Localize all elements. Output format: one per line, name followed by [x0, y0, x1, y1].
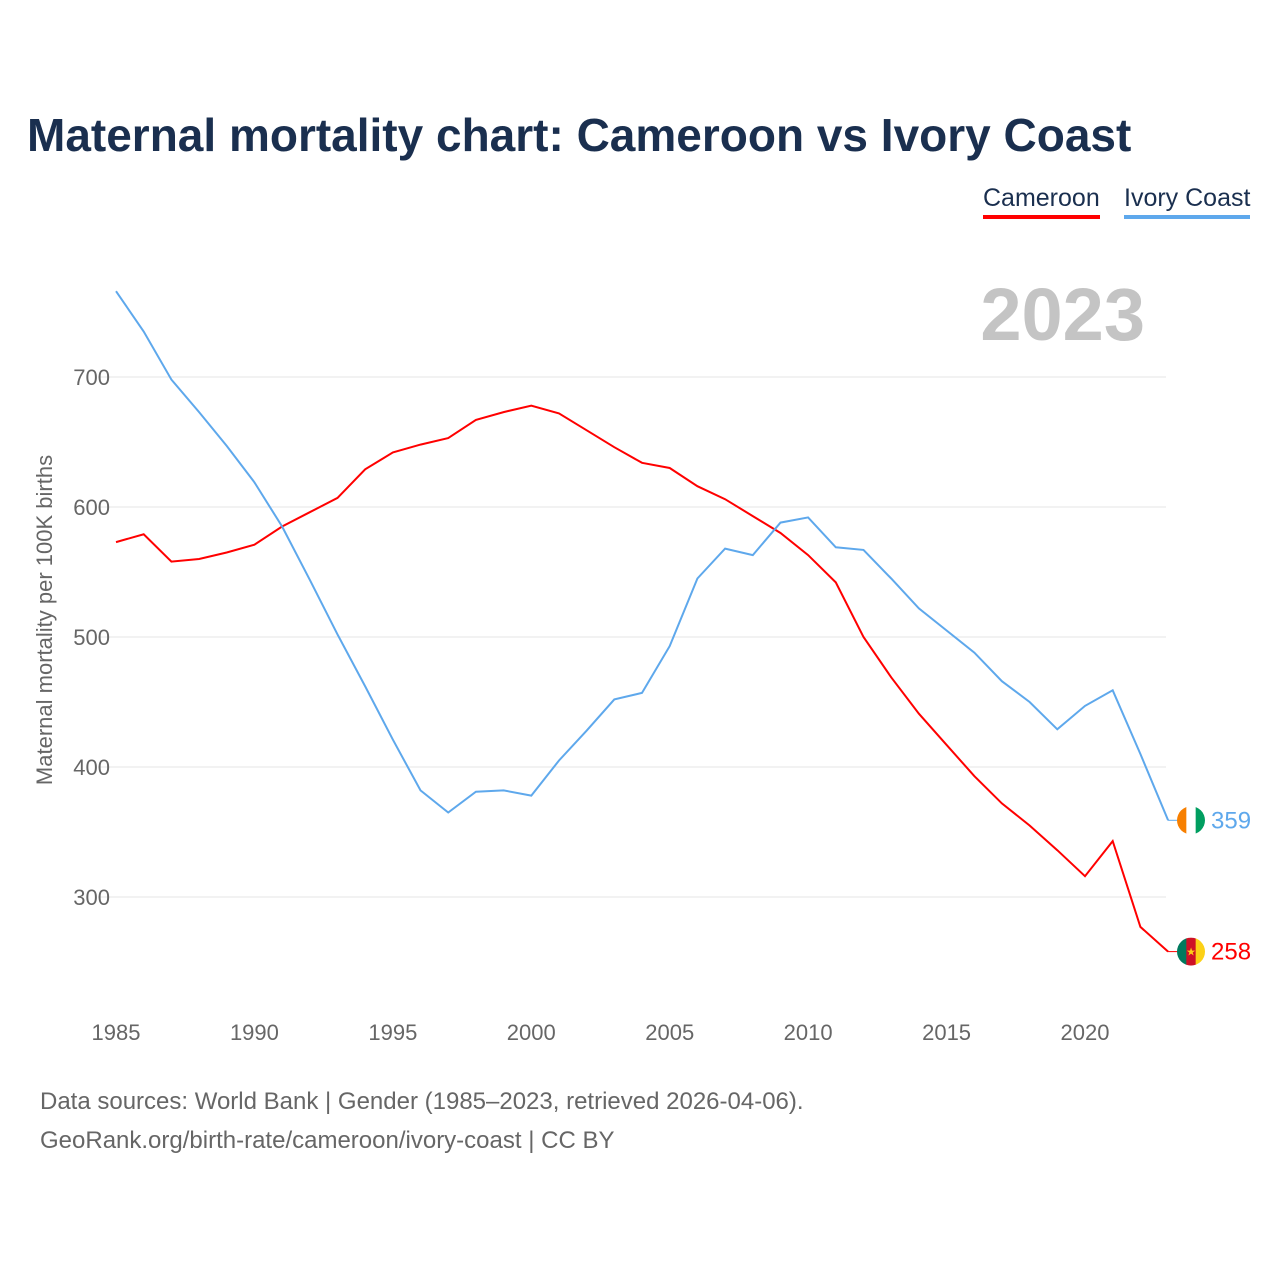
- y-tick-label: 600: [73, 495, 110, 520]
- x-tick-label: 1985: [92, 1020, 141, 1045]
- cameroon-flag: [1177, 937, 1205, 966]
- footer-attribution: GeoRank.org/birth-rate/cameroon/ivory-co…: [40, 1127, 615, 1154]
- x-tick-label: 2000: [507, 1020, 556, 1045]
- series-line-cameroon: [115, 404, 1169, 953]
- legend-cameroon[interactable]: Cameroon: [983, 184, 1100, 219]
- x-tick-label: 2015: [922, 1020, 971, 1045]
- x-tick-label: 1995: [368, 1020, 417, 1045]
- star-icon: ★: [1186, 947, 1196, 959]
- x-tick-label: 2010: [784, 1020, 833, 1045]
- y-tick-label: 700: [73, 365, 110, 390]
- y-tick-label: 500: [73, 625, 110, 650]
- series-line-ivory-coast: [115, 290, 1170, 821]
- y-tick-label: 300: [73, 885, 110, 910]
- y-tick-label: 400: [73, 755, 110, 780]
- x-tick-label: 1990: [230, 1020, 279, 1045]
- x-tick-label: 2020: [1061, 1020, 1110, 1045]
- legend-ivory-coast[interactable]: Ivory Coast: [1124, 184, 1251, 219]
- chart-title: Maternal mortality chart: Cameroon vs Iv…: [27, 109, 1132, 161]
- y-axis-label: Maternal mortality per 100K births: [32, 455, 57, 785]
- year-label: 2023: [980, 273, 1145, 356]
- end-value-label: 258: [1211, 939, 1251, 966]
- end-value-label: 359: [1211, 807, 1251, 834]
- footer-sources: Data sources: World Bank | Gender (1985–…: [40, 1088, 804, 1115]
- ivory-coast-flag: [1177, 806, 1205, 835]
- x-tick-label: 2005: [645, 1020, 694, 1045]
